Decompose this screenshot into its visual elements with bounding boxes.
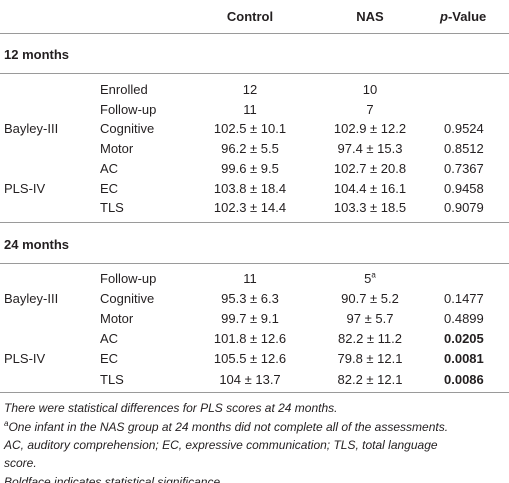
- footnote-text: There were statistical differences for P…: [4, 401, 338, 415]
- nas-text: 102.9 ± 12.2: [333, 121, 407, 137]
- nas-value: 7: [300, 102, 440, 118]
- nas-value: 102.9 ± 12.2: [300, 121, 440, 137]
- p-value: 0.9524: [444, 121, 484, 137]
- control-value: 11: [243, 271, 257, 286]
- footnote-mark: a: [371, 270, 376, 280]
- control-value: 95.3 ± 6.3: [221, 291, 279, 307]
- control-value: 12: [242, 82, 258, 97]
- p-value: 0.9458: [444, 180, 484, 196]
- rule: [0, 73, 509, 74]
- measure: TLS: [100, 371, 124, 387]
- measure: Follow-up: [100, 101, 157, 117]
- measure: EC: [100, 180, 119, 196]
- measure: Follow-up: [100, 271, 157, 286]
- col-header: p-Value: [440, 9, 486, 25]
- footnote-mark: a: [4, 419, 9, 428]
- control-value: 11: [243, 101, 257, 117]
- control-value: 102.3 ± 14.4: [213, 200, 287, 216]
- p-italic: p: [440, 9, 448, 24]
- control-value: 103.8 ± 18.4: [213, 180, 287, 196]
- rule: [0, 392, 509, 393]
- group-label: Bayley-III: [4, 121, 59, 137]
- p-value: 0.9079: [444, 200, 484, 216]
- nas-text: 103.3 ± 18.5: [333, 200, 407, 216]
- control-value: 104 ± 13.7: [219, 371, 281, 387]
- nas-value: 82.2 ± 11.2: [300, 331, 440, 347]
- footnote-text: AC, auditory comprehension; EC, expressi…: [4, 438, 438, 452]
- nas-text: 104.4 ± 16.1: [333, 180, 407, 196]
- measure: EC: [100, 351, 119, 367]
- footnote: AC, auditory comprehension; EC, expressi…: [4, 437, 438, 453]
- col-header: NAS: [356, 9, 384, 24]
- control-value: 102.5 ± 10.1: [213, 121, 287, 137]
- nas-text: 90.7 ± 5.2: [341, 291, 399, 307]
- nas-value: 90.7 ± 5.2: [300, 291, 440, 307]
- group-label: Bayley-III: [4, 291, 59, 307]
- rule: [0, 263, 509, 264]
- nas-value: 103.3 ± 18.5: [300, 200, 440, 216]
- footnote: Boldface indicates statistical significa…: [4, 474, 223, 483]
- measure: Motor: [100, 141, 134, 157]
- footnote-text: score.: [4, 456, 37, 470]
- p-value: 0.8512: [444, 141, 484, 157]
- section-title: 24 months: [4, 237, 70, 252]
- p-value: 0.0081: [444, 351, 484, 367]
- nas-text: 102.7 ± 20.8: [333, 160, 407, 176]
- control-value: 99.7 ± 9.1: [221, 311, 279, 327]
- footnote-text: One infant in the NAS group at 24 months…: [8, 420, 449, 434]
- control-value: 99.6 ± 9.5: [221, 160, 279, 176]
- footnote: There were statistical differences for P…: [4, 400, 337, 416]
- col-header: Control: [226, 9, 274, 24]
- p-value: 0.0205: [444, 331, 484, 347]
- measure: Motor: [100, 311, 134, 327]
- measure: TLS: [100, 200, 124, 216]
- control-value: 96.2 ± 5.5: [221, 141, 279, 157]
- nas-text: 79.8 ± 12.1: [337, 351, 403, 367]
- nas-value: 104.4 ± 16.1: [300, 181, 440, 197]
- group-label: PLS-IV: [4, 351, 46, 367]
- measure: Cognitive: [100, 291, 155, 307]
- nas-value: 102.7 ± 20.8: [300, 161, 440, 177]
- p-value: 0.1477: [444, 291, 484, 307]
- measure: Enrolled: [100, 82, 148, 97]
- section-title: 12 months: [4, 47, 70, 62]
- nas-value: 82.2 ± 12.1: [300, 372, 440, 388]
- nas-value: 10: [300, 82, 440, 98]
- nas-text: 5: [364, 271, 372, 286]
- measure: Cognitive: [100, 121, 155, 137]
- rule: [0, 33, 509, 34]
- footnote: score.: [4, 455, 37, 471]
- rule: [0, 222, 509, 223]
- control-value: 105.5 ± 12.6: [213, 351, 287, 367]
- footnote: aOne infant in the NAS group at 24 month…: [4, 419, 448, 435]
- group-label: PLS-IV: [4, 180, 46, 196]
- control-value: 101.8 ± 12.6: [213, 331, 287, 347]
- nas-text: 82.2 ± 12.1: [337, 371, 403, 387]
- measure: AC: [100, 160, 119, 176]
- nas-value: 79.8 ± 12.1: [300, 351, 440, 367]
- p-value: 0.4899: [444, 311, 484, 327]
- nas-value: 97 ± 5.7: [300, 311, 440, 327]
- p-rest: -Value: [447, 9, 487, 24]
- p-value: 0.7367: [444, 160, 484, 176]
- measure: AC: [100, 331, 119, 347]
- nas-text: 10: [362, 82, 378, 97]
- nas-text: 97.4 ± 15.3: [337, 141, 403, 157]
- nas-text: 7: [366, 101, 374, 117]
- nas-text: 82.2 ± 11.2: [338, 331, 402, 347]
- footnote-text: Boldface indicates statistical significa…: [4, 475, 224, 483]
- nas-text: 97 ± 5.7: [346, 311, 394, 327]
- nas-value: 5a: [300, 271, 440, 287]
- p-value: 0.0086: [444, 371, 484, 387]
- nas-value: 97.4 ± 15.3: [300, 141, 440, 157]
